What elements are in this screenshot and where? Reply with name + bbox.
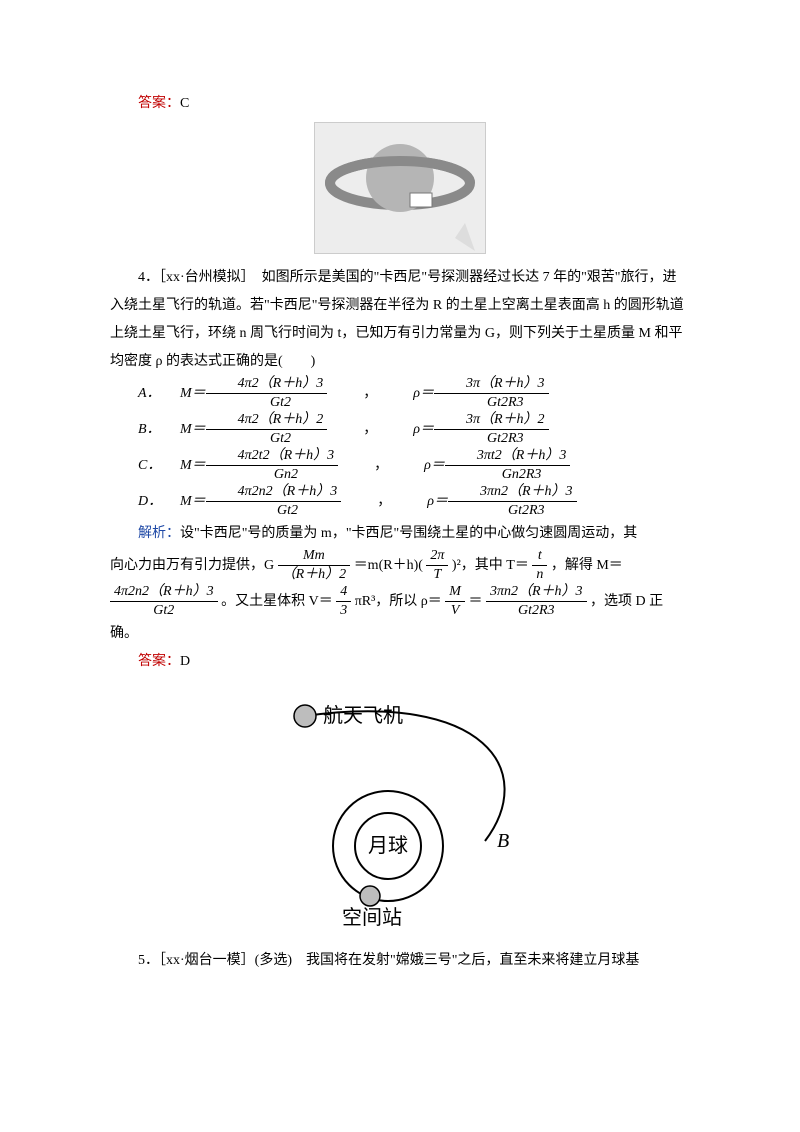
frac-A-M: 4π2（R＋h）3Gt2 xyxy=(206,376,328,412)
frac-43: 43 xyxy=(336,584,351,620)
line2-mid2: )²，其中 T＝ xyxy=(452,558,529,573)
frac-C-rho: 3πt2（R＋h）3Gn2R3 xyxy=(445,448,570,484)
comma: ， xyxy=(349,488,391,516)
answer-label: 答案： xyxy=(138,96,180,111)
M-equals: M＝ xyxy=(152,416,206,444)
q4-choice-B: B． M＝ 4π2（R＋h）2Gt2 ， ρ＝ 3π（R＋h）2Gt2R3 xyxy=(110,412,690,448)
saturn-image xyxy=(314,122,486,254)
q5-line: 5．［xx·烟台一模］(多选) 我国将在发射"嫦娥三号"之后，直至未来将建立月球… xyxy=(110,947,690,975)
line3-mid2: πR³，所以 ρ＝ xyxy=(355,594,442,609)
M-equals: M＝ xyxy=(152,488,206,516)
saturn-svg xyxy=(315,123,485,253)
page-root: 答案：C 4．［xx·台州模拟］ 如图所示是美国的"卡西尼"号探测器经过长达 7… xyxy=(0,0,800,1035)
q4-choice-D: D． M＝ 4π2n2（R＋h）3Gt2 ， ρ＝ 3πn2（R＋h）3Gt2R… xyxy=(110,484,690,520)
svg-text:空间站: 空间站 xyxy=(342,906,402,926)
comma: ， xyxy=(335,416,377,444)
q4-choice-C: C． M＝ 4π2t2（R＋h）3Gn2 ， ρ＝ 3πt2（R＋h）3Gn2R… xyxy=(110,448,690,484)
svg-text:航天飞机: 航天飞机 xyxy=(323,704,403,727)
frac-2pi: 2πT xyxy=(426,548,448,584)
svg-text:B: B xyxy=(497,830,509,852)
frac-C-M: 4π2t2（R＋h）3Gn2 xyxy=(206,448,338,484)
analysis-label: 解析： xyxy=(138,526,180,541)
M-equals: M＝ xyxy=(152,452,206,480)
frac-B-rho: 3π（R＋h）2Gt2R3 xyxy=(434,412,549,448)
rho-equals: ρ＝ xyxy=(396,452,445,480)
frac-rho-result: 3πn2（R＋h）3Gt2R3 xyxy=(486,584,587,620)
q4-analysis-line2: 向心力由万有引力提供，G Mm（R＋h）2 ＝m(R＋h)( 2πT )²，其中… xyxy=(110,548,690,584)
choice-label: A． xyxy=(110,380,152,408)
line3-mid: 。又土星体积 V＝ xyxy=(221,594,333,609)
frac-tn: tn xyxy=(532,548,547,584)
q4-analysis-line1: 解析：设"卡西尼"号的质量为 m，"卡西尼"号围绕土星的中心做匀速圆周运动，其 xyxy=(110,520,690,548)
M-equals: M＝ xyxy=(152,380,206,408)
comma: ， xyxy=(335,380,377,408)
frac-D-rho: 3πn2（R＋h）3Gt2R3 xyxy=(448,484,577,520)
eq-sign: ＝ xyxy=(468,594,482,609)
moon-svg: 航天飞机月球空间站 B xyxy=(250,686,550,926)
frac-Mm: Mm（R＋h）2 xyxy=(278,548,351,584)
frac-M-result: 4π2n2（R＋h）3Gt2 xyxy=(110,584,218,620)
q4-choice-A: A． M＝ 4π2（R＋h）3Gt2 ， ρ＝ 3π（R＋h）3Gt2R3 xyxy=(110,376,690,412)
rho-equals: ρ＝ xyxy=(385,380,434,408)
choice-label: B． xyxy=(110,416,152,444)
q4-intro: 4．［xx·台州模拟］ 如图所示是美国的"卡西尼"号探测器经过长达 7 年的"艰… xyxy=(110,264,690,376)
saturn-figure xyxy=(110,122,690,254)
frac-D-M: 4π2n2（R＋h）3Gt2 xyxy=(206,484,342,520)
line2-pre: 向心力由万有引力提供，G xyxy=(110,558,274,573)
frac-MV: MV xyxy=(445,584,465,620)
line2-end: ，解得 M＝ xyxy=(551,558,623,573)
line2-mid: ＝m(R＋h)( xyxy=(354,558,423,573)
svg-text:月球: 月球 xyxy=(368,834,408,857)
q4-analysis-line3: 4π2n2（R＋h）3Gt2 。又土星体积 V＝ 43 πR³，所以 ρ＝ MV… xyxy=(110,584,690,648)
answer-value: C xyxy=(180,96,189,111)
rho-equals: ρ＝ xyxy=(399,488,448,516)
answer-value: D xyxy=(180,654,190,669)
answer-line-c: 答案：C xyxy=(110,90,690,118)
analysis-lead: 设"卡西尼"号的质量为 m，"卡西尼"号围绕土星的中心做匀速圆周运动，其 xyxy=(180,526,637,541)
rho-equals: ρ＝ xyxy=(385,416,434,444)
answer-label: 答案： xyxy=(138,654,180,669)
frac-B-M: 4π2（R＋h）2Gt2 xyxy=(206,412,328,448)
choice-label: C． xyxy=(110,452,152,480)
answer-line-d: 答案：D xyxy=(110,648,690,676)
frac-A-rho: 3π（R＋h）3Gt2R3 xyxy=(434,376,549,412)
moon-diagram: 航天飞机月球空间站 B xyxy=(110,686,690,937)
comma: ， xyxy=(346,452,388,480)
choice-label: D． xyxy=(110,488,152,516)
